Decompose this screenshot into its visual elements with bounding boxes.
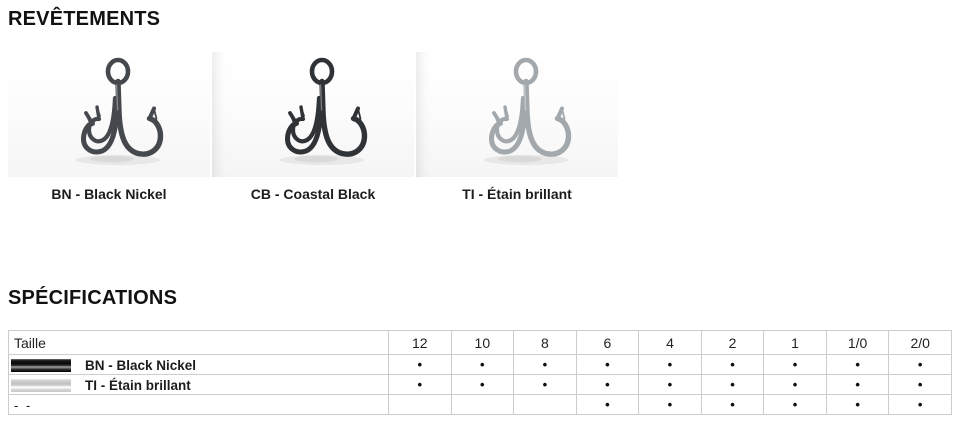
coating-label-bn: BN - Black Nickel: [51, 186, 167, 202]
availability-dot-cell: •: [638, 394, 702, 415]
availability-dot-cell: •: [763, 374, 827, 395]
availability-dot-cell: •: [513, 374, 577, 395]
availability-dot-cell: •: [575, 394, 640, 415]
availability-dot-cell: •: [700, 394, 765, 415]
spec-table: Taille 12 10 8 6 4 2 1 1/0 2/0 BN - Blac…: [8, 330, 952, 415]
availability-dot-cell: •: [888, 394, 952, 415]
coating-label-ti: TI - Étain brillant: [462, 186, 572, 202]
availability-dot-cell: •: [763, 394, 827, 415]
size-header: 10: [450, 330, 515, 355]
availability-dot-cell: •: [888, 374, 952, 395]
availability-dot-cell: •: [888, 354, 952, 375]
availability-dot-cell: [388, 394, 452, 415]
row-label: - -: [14, 397, 33, 413]
availability-dot-cell: •: [513, 354, 577, 375]
availability-dot-cell: •: [388, 374, 452, 395]
coating-card-ti: TI - Étain brillant: [416, 52, 618, 202]
coatings-section-title: REVÊTEMENTS: [8, 8, 161, 30]
specifications-section: SPÉCIFICATIONS Taille 12 10 8 6 4 2 1 1/…: [8, 288, 952, 415]
availability-dot-cell: [513, 394, 577, 415]
size-column-header: Taille: [8, 330, 389, 355]
row-label: TI - Étain brillant: [85, 377, 191, 393]
black-nickel-swatch: [11, 358, 71, 372]
row-label-cell: BN - Black Nickel: [8, 354, 389, 375]
row-label-cell: TI - Étain brillant: [8, 374, 389, 395]
availability-dot-cell: •: [825, 354, 890, 375]
size-header: 2: [700, 330, 765, 355]
spec-row-ti: TI - Étain brillant • • • • • • • • •: [8, 374, 952, 395]
availability-dot-cell: •: [825, 394, 890, 415]
treble-hook-image: [8, 52, 210, 177]
size-header: 6: [575, 330, 640, 355]
availability-dot-cell: •: [638, 354, 702, 375]
availability-dot-cell: •: [450, 354, 515, 375]
availability-dot-cell: •: [700, 354, 765, 375]
coating-label-cb: CB - Coastal Black: [250, 186, 376, 202]
bright-tin-swatch: [11, 378, 71, 392]
row-label-cell: - -: [8, 394, 389, 415]
availability-dot-cell: •: [575, 374, 640, 395]
availability-dot-cell: •: [450, 374, 515, 395]
size-header: 12: [388, 330, 452, 355]
size-header: 1/0: [825, 330, 890, 355]
availability-dot-cell: [450, 394, 515, 415]
size-header: 8: [513, 330, 577, 355]
size-header: 4: [638, 330, 702, 355]
size-header: 2/0: [888, 330, 952, 355]
treble-hook-image: [212, 52, 414, 177]
coating-card-cb: CB - Coastal Black: [212, 52, 414, 202]
spec-table-header-row: Taille 12 10 8 6 4 2 1 1/0 2/0: [8, 330, 952, 355]
coatings-section: REVÊTEMENTS BN - Black Nickel CB - Coast…: [8, 9, 952, 202]
ti-hook-photo: [416, 52, 618, 177]
coating-card-bn: BN - Black Nickel: [8, 52, 210, 202]
availability-dot-cell: •: [575, 354, 640, 375]
availability-dot-cell: •: [763, 354, 827, 375]
row-label: BN - Black Nickel: [85, 357, 197, 373]
spec-row-bn: BN - Black Nickel • • • • • • • • •: [8, 354, 952, 375]
spec-row-unnamed: - - • • • • • •: [8, 394, 952, 415]
cb-hook-photo: [212, 52, 414, 177]
availability-dot-cell: •: [388, 354, 452, 375]
coatings-row: BN - Black Nickel CB - Coastal Black TI …: [8, 52, 618, 202]
treble-hook-image: [416, 52, 618, 177]
size-header: 1: [763, 330, 827, 355]
specifications-section-title: SPÉCIFICATIONS: [8, 287, 178, 309]
bn-hook-photo: [8, 52, 210, 177]
availability-dot-cell: •: [638, 374, 702, 395]
availability-dot-cell: •: [825, 374, 890, 395]
availability-dot-cell: •: [700, 374, 765, 395]
